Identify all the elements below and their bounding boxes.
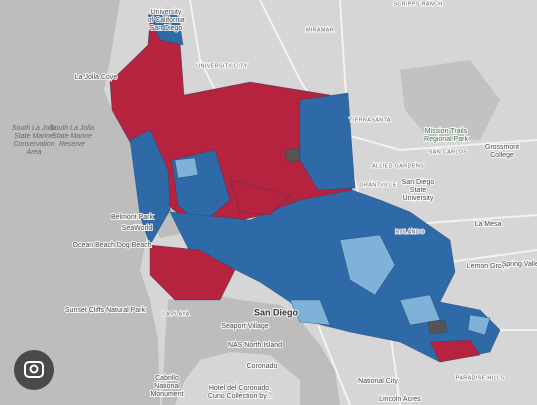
precinct-blue [147,11,184,46]
place-label: NAS North Island [228,342,282,349]
place-label: SeaWorld [122,225,153,232]
place-label: La Mesa [475,221,502,228]
place-label: Belmont Park [111,214,154,221]
precinct-red [429,339,481,363]
place-label: GRANTVILLE [359,182,396,188]
place-label: Area [26,149,42,156]
place-label: MIRAMAR [306,27,334,33]
place-label: State [410,187,426,194]
place-label: ROLANDO [395,229,425,235]
park-area [400,60,500,140]
place-label: TIERRASANTA [349,117,390,123]
place-label: La Jolla Cove [75,74,118,81]
place-label: Sunset Cliffs Natural Park [65,307,146,314]
place-label: PARADISE HILLS [456,375,504,381]
place-label: National City [358,378,398,385]
place-label: San Diego [254,307,299,317]
place-label: UNIVERSITY CITY [196,63,247,69]
precinct-lightblue [467,314,491,336]
place-label: Monument [150,391,183,398]
precinct-lightblue [174,157,199,179]
place-label: Cabrillo [155,375,179,382]
place-label: San Diego [150,25,183,32]
precinct-gray [284,147,301,163]
place-label: Conservation [13,141,54,148]
place-label: South La Jolla [12,125,56,132]
precinct-red [149,244,236,301]
place-label: Hotel del Coronado, [209,385,271,392]
place-label: Seaport Village [221,323,268,330]
place-label: Mission Trails [425,128,468,135]
place-label: College [490,152,514,159]
precincts [109,11,501,363]
place-label: Curio Collection by... [208,393,272,400]
precinct-lightblue [339,234,396,296]
place-label: ALLIED GARDENS [372,163,424,169]
ocean [0,0,160,405]
precinct-red [229,179,291,216]
place-label: Reserve [59,141,85,148]
place-label: San Diego [402,179,435,186]
place-label: University [403,195,434,202]
place-label: University [151,9,182,16]
place-label: Ocean Beach Dog Beach [73,242,152,249]
place-label: Lincoln Acres [379,396,421,403]
precinct-blue [129,129,171,246]
bay [162,292,340,405]
place-label: of California [147,17,184,24]
place-label: Grossmont [485,144,519,151]
place-label: Spring Valley [502,261,537,268]
place-label: LA PLAYA [162,311,189,317]
place-label: Coronado [247,363,278,370]
precinct-gray [427,319,448,335]
place-label: Lemon Grove [467,263,510,270]
place-label: National [154,383,180,390]
place-label: State Marine [52,133,92,140]
place-label: State Marine [14,133,54,140]
lens-button[interactable] [14,350,54,390]
place-label: SAN CARLOS [429,149,467,155]
place-label: SCRIPPS RANCH [393,1,442,7]
place-label: Regional Park [424,136,468,143]
place-label: South La Jolla [50,125,94,132]
precinct-lightblue [399,294,441,326]
precinct-lightblue [289,299,331,326]
